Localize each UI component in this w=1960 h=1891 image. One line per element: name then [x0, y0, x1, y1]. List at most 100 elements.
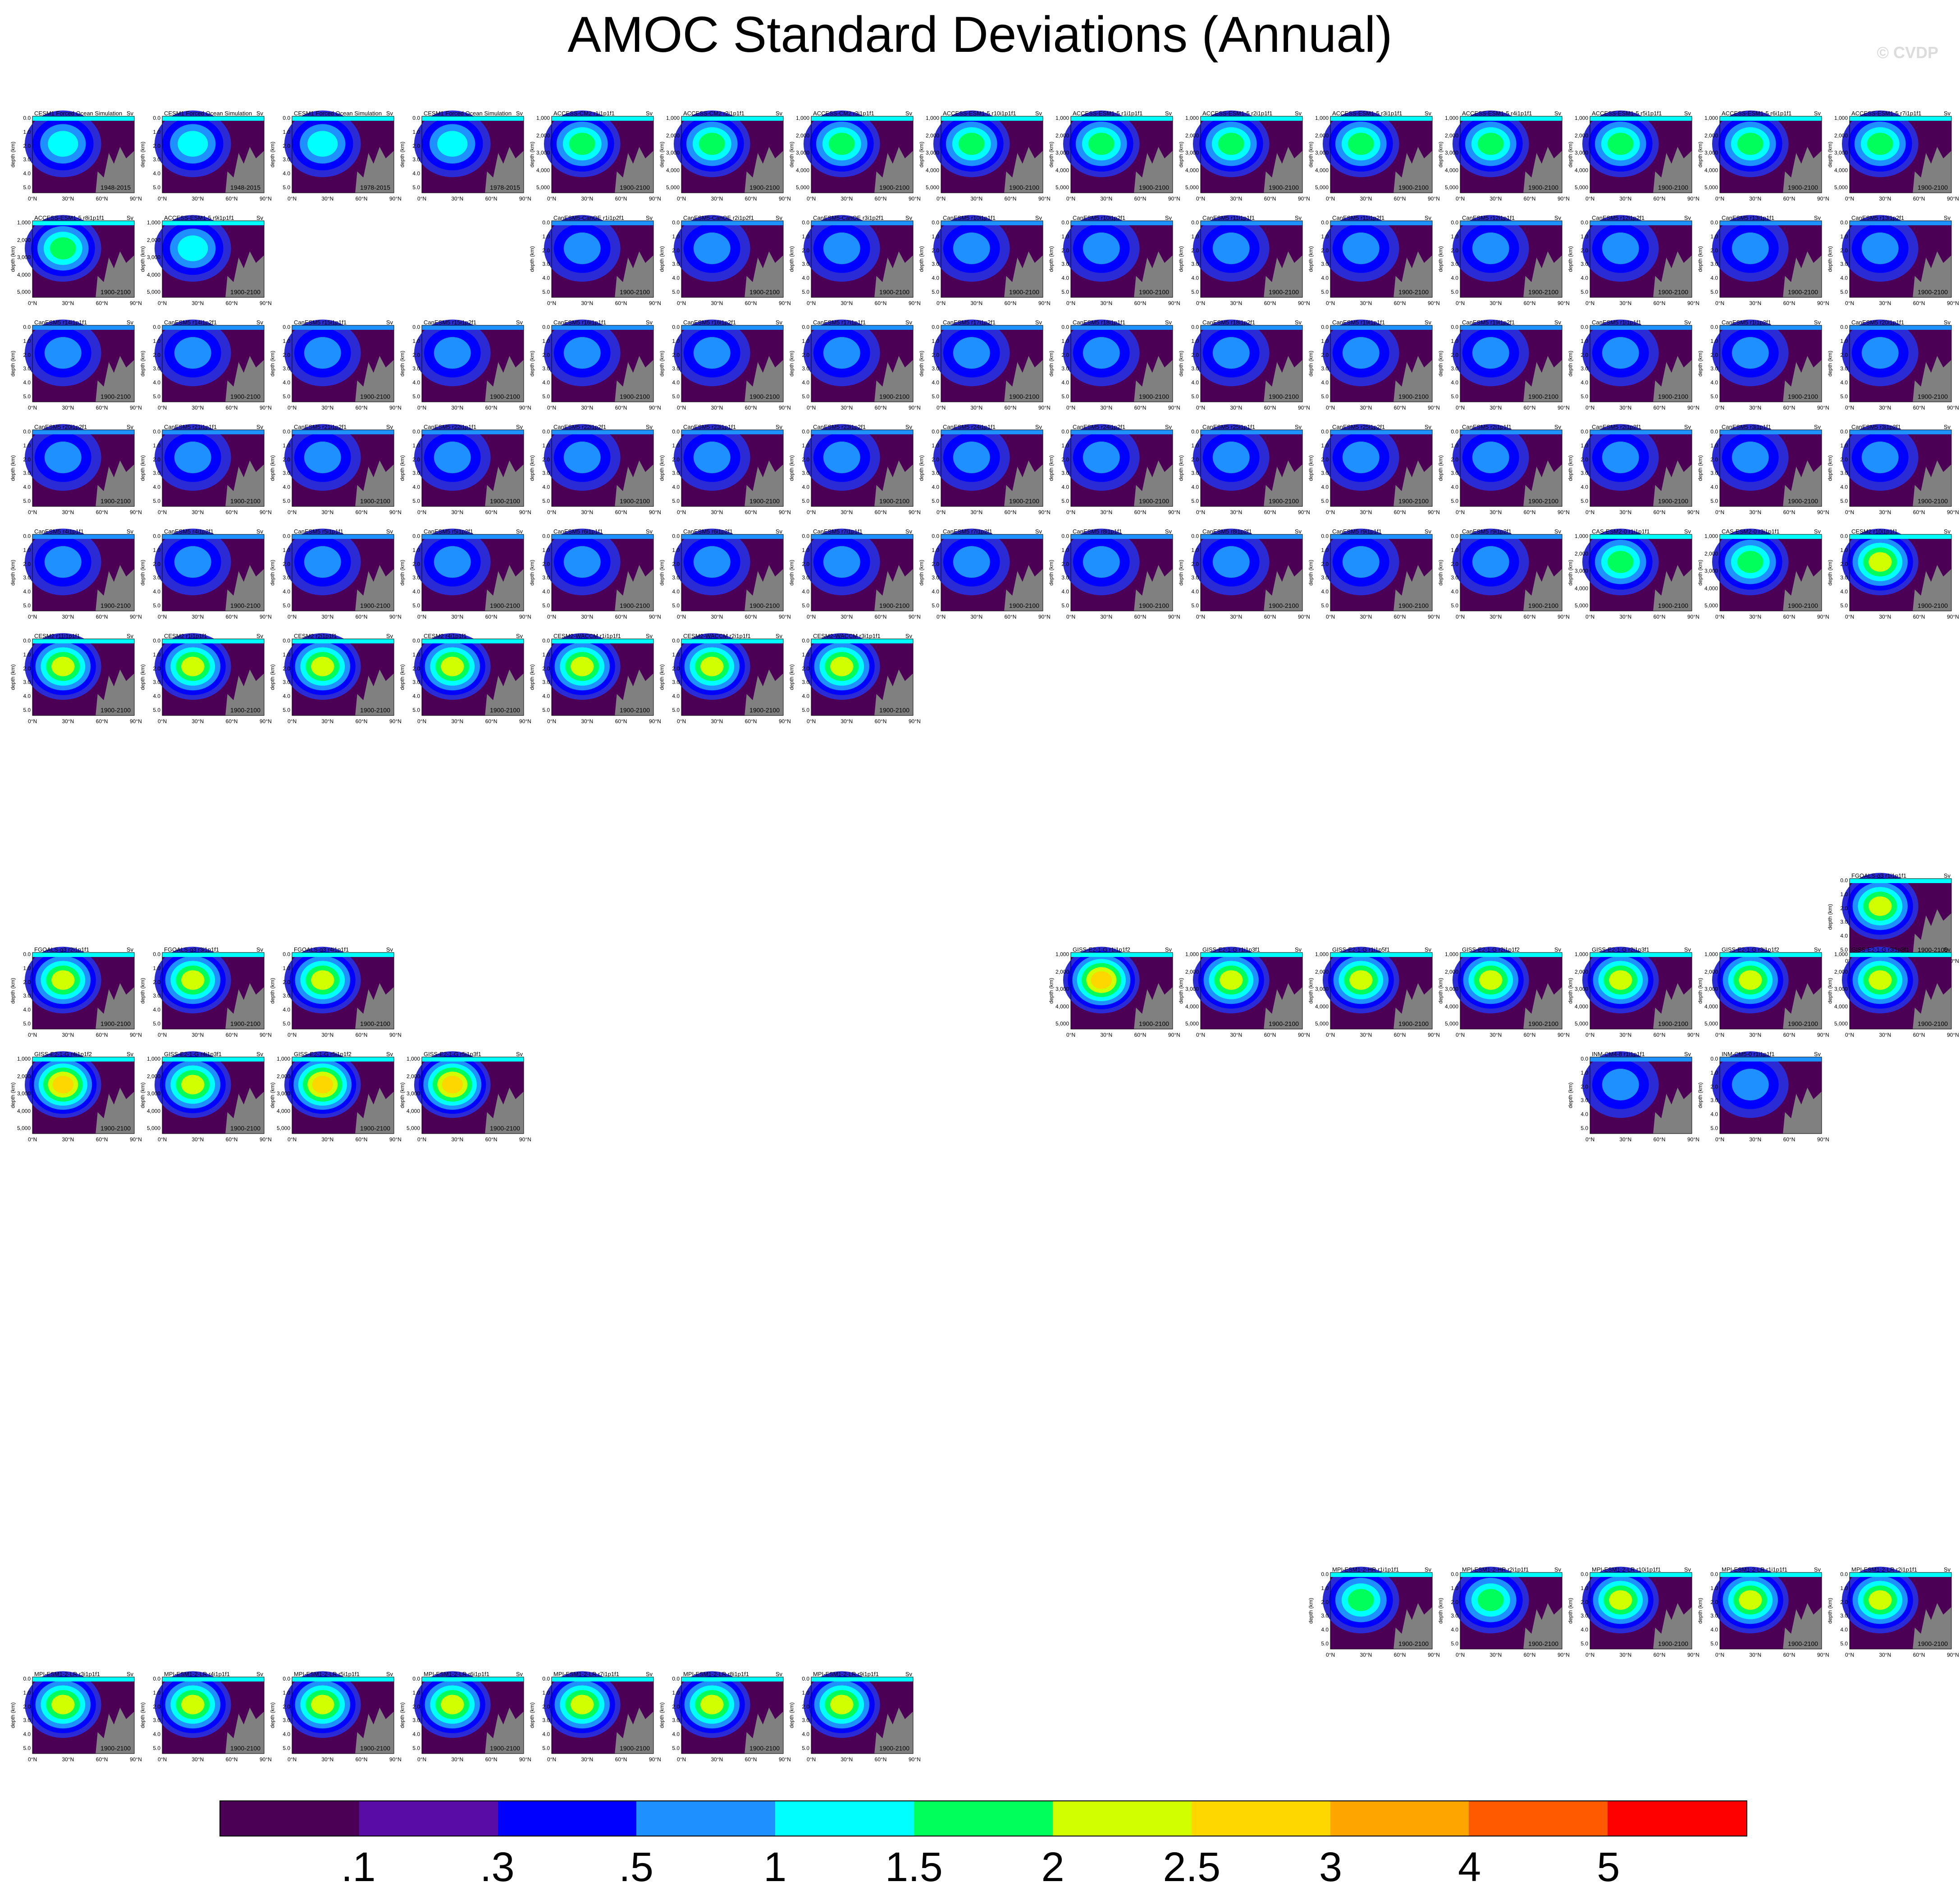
- topography: [1134, 251, 1173, 297]
- amoc-panel: CanESM5 r15i1p2f1 Sv 1900-2100 0.0 1.0 2.0 3.0…: [399, 319, 549, 415]
- y-tick-label: 4.0: [1321, 588, 1329, 595]
- contour-band: [1342, 546, 1380, 578]
- amoc-panel: ACCESS-ESM1-5 r10i1p1f1 Sv 1900-2100 1,000 2…: [918, 110, 1068, 206]
- contour-band: [51, 970, 75, 990]
- panel-title: CESM2 r11i1p1f1: [34, 633, 80, 639]
- panel-unit: Sv: [1424, 214, 1431, 221]
- y-tick-label: 4.0: [542, 275, 550, 282]
- y-tick-label: 2,000: [1185, 968, 1199, 975]
- amoc-panel: ACCESS-ESM1-5 r1i1p1f1 Sv 1900-2100 1,000 2,…: [1048, 110, 1198, 206]
- surface-band: [162, 116, 264, 121]
- y-tick-label: 2,000: [1574, 132, 1588, 139]
- contour-band: [563, 337, 601, 369]
- amoc-panel: CanESM5 r3i1p2f1 Sv 1900-2100 0.0 1.0 2.0 3.0 4…: [1827, 424, 1960, 520]
- x-tick-label: 60°N: [1134, 196, 1147, 202]
- y-tick-label: 3.0: [1840, 1613, 1848, 1619]
- colorbar-segment: [775, 1801, 914, 1836]
- topography: [745, 356, 783, 402]
- panel-title: GISS-E2-1-G r1i1p5f1: [1332, 946, 1390, 953]
- x-tick-label: 60°N: [1004, 509, 1017, 515]
- surface-band: [681, 221, 783, 225]
- x-tick-label: 60°N: [745, 196, 757, 202]
- amoc-panel: ACCESS-ESM1-5 r3i1p1f1 Sv 1900-2100 1,000 2,…: [1308, 110, 1457, 206]
- x-tick-label: 90°N: [1947, 405, 1959, 411]
- x-tick-label: 90°N: [130, 614, 142, 620]
- y-tick-label: 4.0: [412, 693, 420, 700]
- y-tick-label: 4.0: [23, 484, 31, 491]
- topography: [615, 356, 653, 402]
- y-tick-label: 2.0: [932, 247, 939, 254]
- y-tick-label: 0.0: [1191, 324, 1199, 330]
- amoc-panel: CAS-ESM2-0 r1i1p1f1 Sv 1900-2100 1,000 2,000…: [1567, 528, 1717, 624]
- panel-unit: Sv: [1294, 214, 1302, 221]
- y-tick-label: 3.0: [802, 365, 809, 372]
- x-tick-label: 60°N: [1913, 509, 1925, 515]
- amoc-panel: CanESM5 r6i1p1f1 Sv 1900-2100 0.0 1.0 2.0 3.0 4…: [529, 528, 679, 624]
- panel-years: 1900-2100: [749, 497, 780, 505]
- surface-band: [1590, 325, 1692, 330]
- panel-frame: [681, 638, 784, 716]
- y-tick-label: 5.0: [1451, 602, 1458, 609]
- y-tick-label: 4.0: [1191, 275, 1199, 282]
- x-tick-label: 30°N: [841, 405, 853, 411]
- y-tick-label: 0.0: [672, 638, 680, 644]
- panel-plot: [544, 424, 654, 507]
- x-tick-label: 30°N: [581, 300, 594, 306]
- y-tick-label: 1.0: [283, 547, 290, 553]
- y-tick-label: 1.0: [1061, 233, 1069, 240]
- panel-years: 1900-2100: [1398, 393, 1429, 400]
- y-tick-label: 2.0: [283, 456, 290, 463]
- panel-plot: [154, 424, 265, 507]
- panel-years: 1900-2100: [620, 1745, 650, 1752]
- panel-plot: [414, 1051, 524, 1134]
- panel-frame: [1070, 325, 1173, 402]
- y-tick-label: 4.0: [1840, 379, 1848, 386]
- x-tick-label: 30°N: [321, 718, 334, 725]
- y-tick-label: 3.0: [23, 470, 31, 477]
- amoc-panel: CanESM5 r25i1p1f1 Sv 1900-2100 0.0 1.0 2.0 3.0…: [1178, 424, 1328, 520]
- panel-years: 1900-2100: [1658, 393, 1688, 400]
- y-axis-title: depth (km): [1697, 978, 1704, 1004]
- amoc-panel: CanESM5 r12i1p2f1 Sv 1900-2100 0.0 1.0 2.0 3.0…: [1567, 214, 1717, 311]
- panel-title: ACCESS-CM2 r1i1p1f1: [553, 110, 615, 117]
- x-tick-label: 30°N: [1100, 614, 1113, 620]
- x-tick-label: 0°N: [1585, 300, 1595, 306]
- x-tick-label: 30°N: [1489, 1652, 1502, 1658]
- y-axis-title: depth (km): [1567, 455, 1574, 481]
- panel-title: CanESM5 r4i1p1f1: [34, 528, 84, 535]
- y-axis-title: depth (km): [9, 1702, 16, 1728]
- y-tick-label: 3.0: [1191, 261, 1199, 268]
- x-tick-label: 30°N: [321, 196, 334, 202]
- panel-title: CanESM5 r13i1p1f1: [1722, 214, 1775, 221]
- y-tick-label: 3.0: [932, 574, 939, 581]
- panel-unit: Sv: [1424, 110, 1431, 117]
- panel-frame: [32, 952, 135, 1030]
- y-tick-label: 3.0: [802, 470, 809, 477]
- topography: [1004, 356, 1043, 402]
- panel-unit: Sv: [256, 528, 263, 535]
- x-tick-label: 0°N: [1845, 405, 1855, 411]
- y-tick-label: 1.0: [802, 1689, 809, 1696]
- x-tick-label: 30°N: [62, 614, 74, 620]
- contour-band: [1088, 132, 1115, 155]
- panel-plot: [1063, 215, 1173, 298]
- x-tick-label: 0°N: [937, 614, 946, 620]
- x-tick-label: 90°N: [1558, 300, 1570, 306]
- x-tick-label: 60°N: [745, 405, 757, 411]
- x-tick-label: 90°N: [1687, 509, 1700, 515]
- y-tick-label: 2.0: [1451, 1599, 1458, 1605]
- contour-band: [1602, 232, 1639, 264]
- surface-band: [1071, 325, 1173, 330]
- x-tick-label: 90°N: [1038, 405, 1051, 411]
- x-tick-label: 90°N: [1428, 614, 1440, 620]
- y-tick-label: 3,000: [146, 254, 160, 260]
- y-tick-label: 0.0: [23, 951, 31, 957]
- x-tick-label: 0°N: [1845, 614, 1855, 620]
- x-tick-label: 90°N: [1687, 196, 1700, 202]
- x-tick-label: 30°N: [1360, 614, 1372, 620]
- amoc-panel: CanESM5 r25i1p2f1 Sv 1900-2100 0.0 1.0 2.0 3.0…: [1308, 424, 1457, 520]
- panel-plot: [414, 529, 524, 611]
- panel-plot: [1192, 947, 1303, 1030]
- y-tick-label: 5.0: [1840, 1640, 1848, 1647]
- x-tick-label: 0°N: [547, 718, 557, 725]
